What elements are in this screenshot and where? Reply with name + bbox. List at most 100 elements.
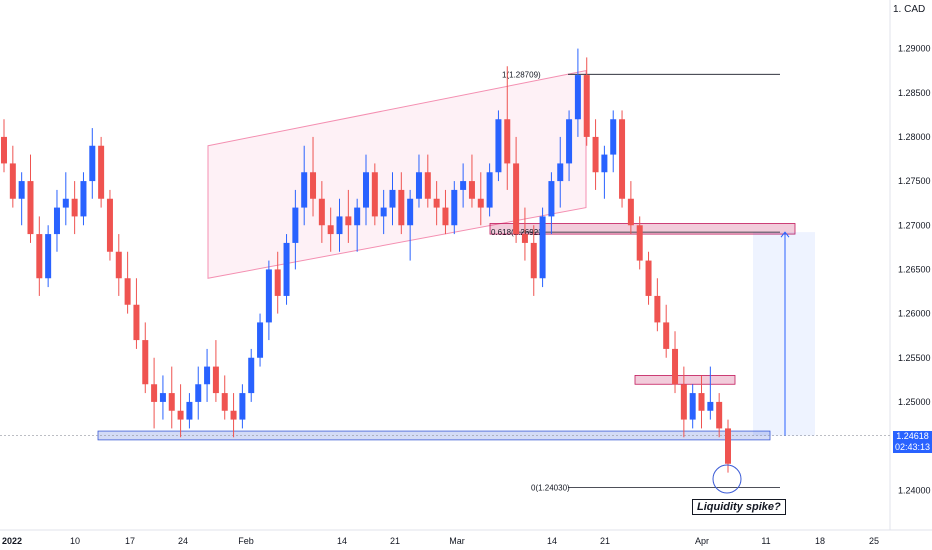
x-tick-label: Mar <box>449 536 465 546</box>
candle-body <box>124 278 131 305</box>
candle-body <box>521 234 528 243</box>
candle-body <box>212 366 219 394</box>
fib-level-label: 1(1.28709) <box>502 70 541 79</box>
candle-body <box>274 269 281 296</box>
candle-body <box>654 295 661 323</box>
candle-body <box>513 163 520 235</box>
candle-body <box>1 136 7 164</box>
candle-body <box>380 207 387 217</box>
candle-body <box>592 136 599 173</box>
candle-body <box>248 357 255 394</box>
candle-body <box>9 163 16 199</box>
candle-body <box>557 163 564 182</box>
candle-body <box>45 234 52 279</box>
candle-body <box>371 172 378 217</box>
candle-body <box>442 207 449 226</box>
candle-body <box>142 340 149 385</box>
candle-body <box>159 393 166 402</box>
candle-body <box>645 260 652 296</box>
candle-body <box>310 172 317 199</box>
candle-body <box>115 251 122 279</box>
candle-body <box>725 428 731 464</box>
candle-body <box>133 304 140 341</box>
candle-body <box>345 216 352 226</box>
candle-body <box>301 172 308 208</box>
candle-body <box>451 189 458 226</box>
candle-body <box>672 348 679 385</box>
x-tick-label: 21 <box>390 536 400 546</box>
candle-body <box>283 242 290 296</box>
candle-body <box>204 366 211 385</box>
candle-body <box>495 119 502 173</box>
candle-body <box>433 198 440 208</box>
candle-body <box>610 119 617 155</box>
x-tick-label: 14 <box>547 536 557 546</box>
zone-resistance <box>634 375 736 385</box>
current-price-value: 1.24618 <box>896 431 929 441</box>
candle-body <box>530 242 537 279</box>
candle-body <box>230 410 237 420</box>
candle-body <box>177 410 184 420</box>
y-tick-label: 1.26000 <box>898 309 931 319</box>
candle-body <box>106 198 113 252</box>
y-tick-label: 1.24000 <box>898 485 931 495</box>
candle-body <box>689 393 696 420</box>
candle-body <box>574 75 581 120</box>
currency-label: 1. CAD <box>893 4 926 15</box>
candle-body <box>292 207 299 243</box>
candle-body <box>486 172 493 208</box>
current-price-badge: 1.24618 02:43:13 <box>893 431 932 453</box>
liquidity-callout: Liquidity spike? <box>692 499 786 515</box>
candle-body <box>468 181 475 199</box>
candle-body <box>389 189 396 208</box>
candle-body <box>53 207 60 235</box>
candle-body <box>636 225 643 261</box>
fib-level-label: 0(1.24030) <box>531 484 570 493</box>
candle-body <box>80 181 87 217</box>
x-tick-label: 24 <box>178 536 188 546</box>
candle-body <box>89 145 96 182</box>
x-tick-label: 10 <box>70 536 80 546</box>
candle-body <box>566 119 573 164</box>
candle-body <box>424 172 431 199</box>
y-tick-label: 1.28500 <box>898 88 931 98</box>
candle-body <box>36 234 43 279</box>
candle-body <box>619 119 626 199</box>
current-price-countdown: 02:43:13 <box>894 442 931 452</box>
x-tick-label: 25 <box>869 536 879 546</box>
candle-body <box>398 189 405 226</box>
candle-body <box>186 401 193 420</box>
candle-body <box>62 198 69 208</box>
candle-body <box>583 75 590 137</box>
x-tick-label: 11 <box>761 536 770 546</box>
candle-body <box>327 225 334 235</box>
x-tick-label: Feb <box>238 536 254 546</box>
candle-body <box>354 207 361 226</box>
target-arrow-icon <box>780 231 790 238</box>
candle-body <box>265 269 272 323</box>
candle-body <box>18 181 25 199</box>
candle-body <box>504 119 511 164</box>
candle-body <box>239 393 246 420</box>
candle-body <box>698 393 705 411</box>
candle-body <box>680 384 687 420</box>
candle-body <box>407 198 414 226</box>
x-tick-label: 17 <box>125 536 135 546</box>
target-measure-box <box>753 232 815 436</box>
candle-body <box>336 216 343 235</box>
y-tick-label: 1.27500 <box>898 176 931 186</box>
candle-body <box>221 393 228 411</box>
y-tick-label: 1.26500 <box>898 264 931 274</box>
candle-body <box>257 322 264 358</box>
candle-body <box>98 145 105 199</box>
candle-body <box>601 154 608 173</box>
candle-body <box>716 401 723 429</box>
rising-channel <box>207 70 587 279</box>
y-tick-label: 1.25000 <box>898 397 931 407</box>
candle-body <box>460 181 467 190</box>
x-tick-label: 18 <box>815 536 825 546</box>
candle-body <box>151 384 158 402</box>
y-tick-label: 1.25500 <box>898 353 931 363</box>
